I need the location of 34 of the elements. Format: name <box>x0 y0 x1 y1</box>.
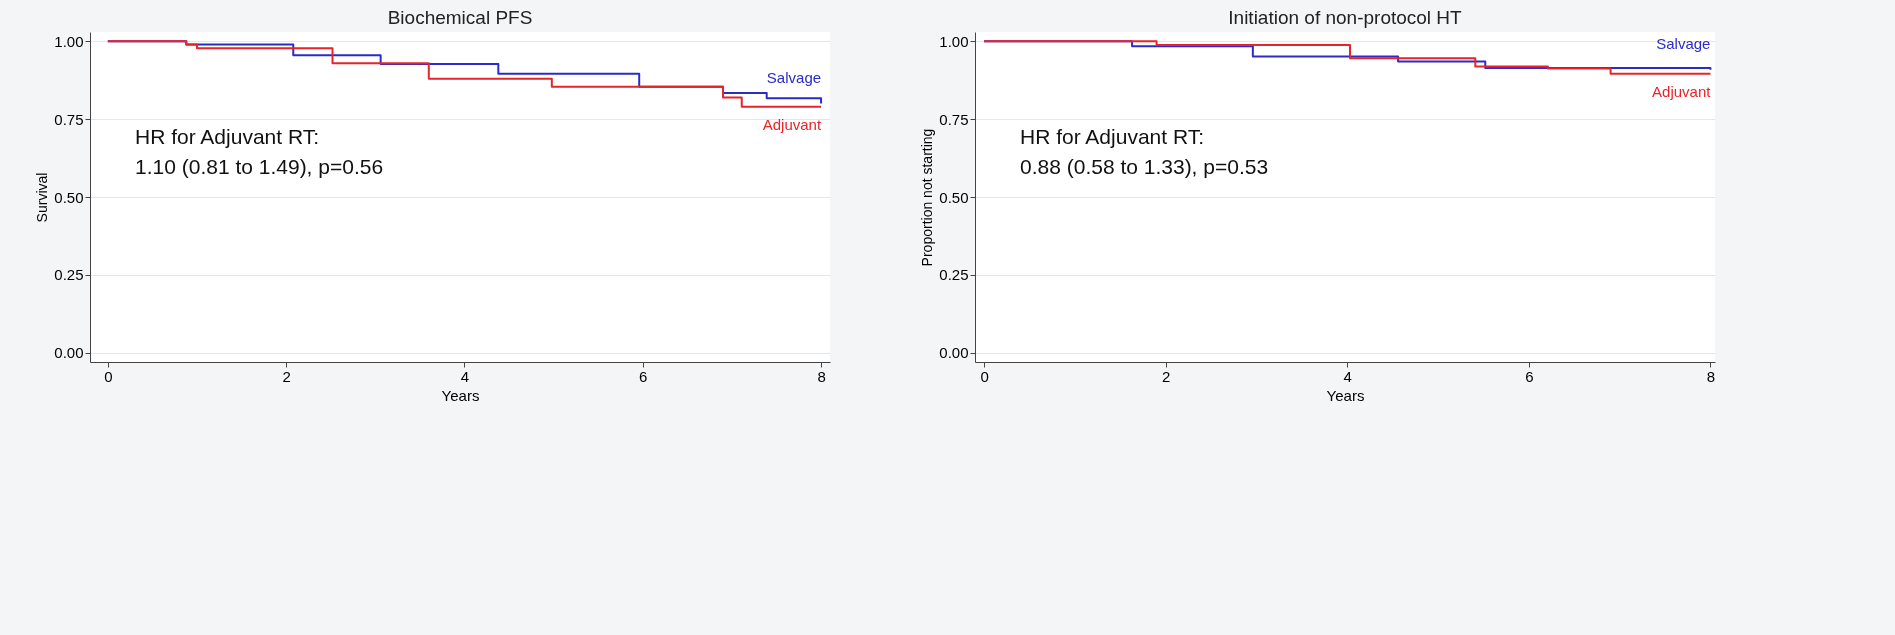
series-label: Salvage <box>766 68 822 86</box>
y-tick-label: 0.75 <box>939 110 969 128</box>
y-axis-title: Survival <box>34 172 51 223</box>
chart-title: Biochemical PFS <box>387 7 533 28</box>
chart-title: Initiation of non-protocol HT <box>1228 7 1463 28</box>
x-axis-title: Years <box>441 386 480 404</box>
x-axis-title: Years <box>1326 386 1365 404</box>
y-tick-label: 0.00 <box>54 344 84 362</box>
y-tick-label: 0.50 <box>54 188 84 206</box>
x-tick-label: 2 <box>1162 367 1171 385</box>
y-tick-label: 0.50 <box>939 188 969 206</box>
y-tick-label: 1.00 <box>939 32 969 50</box>
y-axis-title: Proportion not starting <box>919 128 936 267</box>
x-tick-label: 8 <box>1706 367 1716 385</box>
x-tick-label: 6 <box>1525 367 1534 385</box>
y-tick-label: 1.00 <box>54 32 84 50</box>
series-label: Adjuvant <box>1652 82 1712 100</box>
annotation: HR for Adjuvant RT: <box>135 125 320 148</box>
annotation: 0.88 (0.58 to 1.33), p=0.53 <box>1020 155 1269 178</box>
series-label: Salvage <box>1656 34 1711 52</box>
x-tick-label: 8 <box>817 367 826 385</box>
series-label: Adjuvant <box>762 115 822 133</box>
y-tick-label: 0.25 <box>939 266 969 284</box>
y-tick-label: 0.75 <box>54 110 84 128</box>
annotation: HR for Adjuvant RT: <box>1020 125 1205 148</box>
x-tick-label: 0 <box>104 367 113 385</box>
y-tick-label: 0.25 <box>54 266 84 284</box>
annotation: 1.10 (0.81 to 1.49), p=0.56 <box>135 155 384 178</box>
x-tick-label: 6 <box>639 367 648 385</box>
x-tick-label: 4 <box>460 367 470 385</box>
y-tick-label: 0.00 <box>939 344 969 362</box>
x-tick-label: 4 <box>1343 367 1352 385</box>
x-tick-label: 2 <box>282 367 291 385</box>
x-tick-label: 0 <box>980 367 989 385</box>
